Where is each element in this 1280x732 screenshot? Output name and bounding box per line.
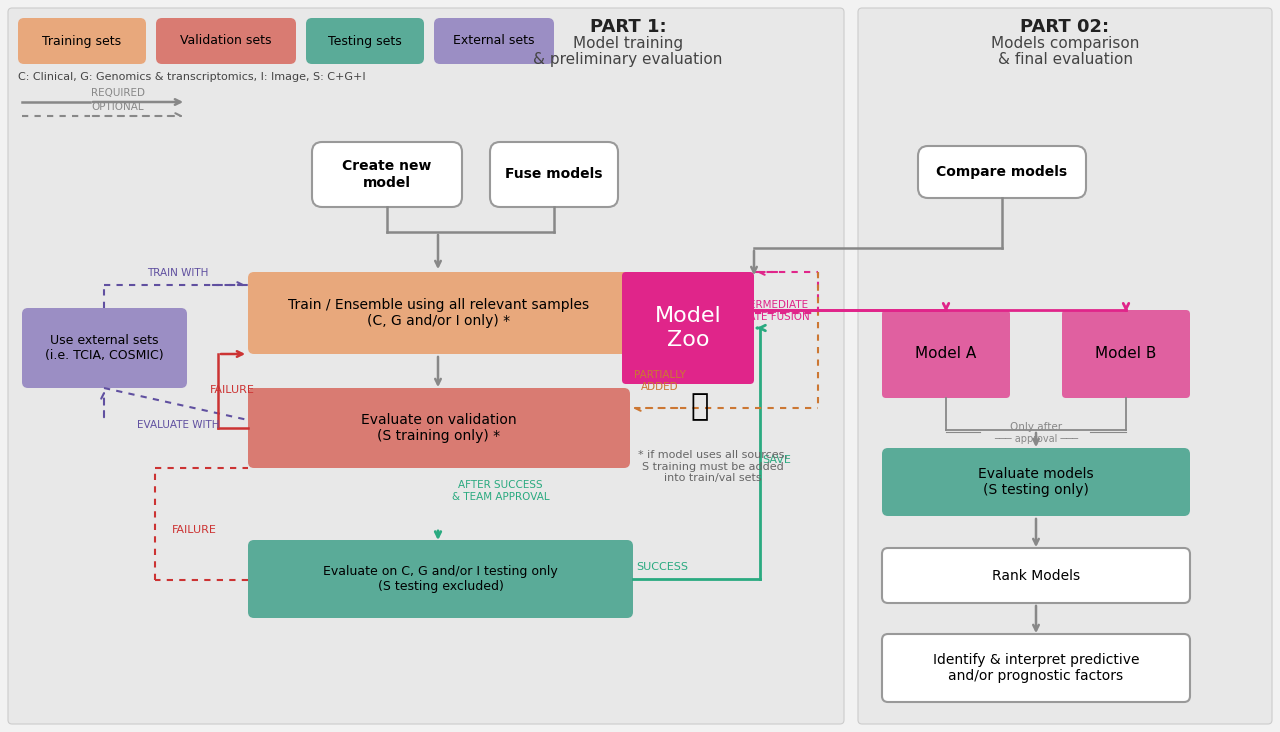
FancyBboxPatch shape [8, 8, 844, 724]
FancyBboxPatch shape [434, 18, 554, 64]
FancyBboxPatch shape [858, 8, 1272, 724]
Text: Evaluate on C, G and/or I testing only
(S testing excluded): Evaluate on C, G and/or I testing only (… [323, 565, 558, 593]
FancyBboxPatch shape [918, 146, 1085, 198]
Text: Evaluate models
(S testing only): Evaluate models (S testing only) [978, 467, 1094, 497]
Text: & preliminary evaluation: & preliminary evaluation [534, 52, 723, 67]
FancyBboxPatch shape [248, 388, 630, 468]
Text: Evaluate on validation
(S training only) *: Evaluate on validation (S training only)… [361, 413, 517, 443]
FancyBboxPatch shape [306, 18, 424, 64]
FancyBboxPatch shape [882, 634, 1190, 702]
Text: PART 1:: PART 1: [590, 18, 667, 36]
Text: Create new
model: Create new model [342, 160, 431, 190]
Text: Model training: Model training [573, 36, 684, 51]
FancyBboxPatch shape [248, 272, 630, 354]
FancyBboxPatch shape [248, 540, 634, 618]
FancyBboxPatch shape [1062, 310, 1190, 398]
Text: TRAIN WITH: TRAIN WITH [147, 268, 209, 278]
Text: Models comparison: Models comparison [991, 36, 1139, 51]
Text: Training sets: Training sets [42, 34, 122, 48]
Text: Only after: Only after [1010, 422, 1062, 432]
Text: AFTER SUCCESS
& TEAM APPROVAL: AFTER SUCCESS & TEAM APPROVAL [452, 480, 549, 501]
Text: Model
Zoo: Model Zoo [654, 307, 722, 350]
Text: PART 02:: PART 02: [1020, 18, 1110, 36]
Text: REQUIRED: REQUIRED [91, 88, 145, 98]
Text: C: Clinical, G: Genomics & transcriptomics, I: Image, S: C+G+I: C: Clinical, G: Genomics & transcriptomi… [18, 72, 366, 82]
Text: Use external sets
(i.e. TCIA, COSMIC): Use external sets (i.e. TCIA, COSMIC) [45, 334, 164, 362]
FancyBboxPatch shape [156, 18, 296, 64]
Text: OPTIONAL: OPTIONAL [92, 102, 145, 112]
Text: SUCCESS: SUCCESS [636, 562, 689, 572]
Text: Testing sets: Testing sets [328, 34, 402, 48]
FancyBboxPatch shape [882, 310, 1010, 398]
FancyBboxPatch shape [622, 272, 754, 384]
Text: & final evaluation: & final evaluation [997, 52, 1133, 67]
FancyBboxPatch shape [22, 308, 187, 388]
Text: Validation sets: Validation sets [180, 34, 271, 48]
Text: FAILURE: FAILURE [172, 525, 216, 535]
Text: * if model uses all sources,
S training must be added
into train/val sets: * if model uses all sources, S training … [637, 450, 788, 483]
Text: Rank Models: Rank Models [992, 569, 1080, 583]
FancyBboxPatch shape [312, 142, 462, 207]
FancyBboxPatch shape [18, 18, 146, 64]
Text: External sets: External sets [453, 34, 535, 48]
Text: FAILURE: FAILURE [210, 385, 255, 395]
Text: ─── approval ───: ─── approval ─── [995, 434, 1078, 444]
Text: PARTIALLY
ADDED: PARTIALLY ADDED [634, 370, 686, 392]
FancyBboxPatch shape [882, 448, 1190, 516]
Text: Train / Ensemble using all relevant samples
(C, G and/or I only) *: Train / Ensemble using all relevant samp… [288, 298, 590, 328]
Text: EVALUATE WITH: EVALUATE WITH [137, 420, 219, 430]
Text: Model B: Model B [1096, 346, 1157, 362]
FancyBboxPatch shape [882, 548, 1190, 603]
Text: Model A: Model A [915, 346, 977, 362]
Text: Identify & interpret predictive
and/or prognostic factors: Identify & interpret predictive and/or p… [933, 653, 1139, 683]
Text: INTERMEDIATE
& LATE FUSION: INTERMEDIATE & LATE FUSION [731, 300, 809, 321]
Text: 🔒: 🔒 [691, 392, 709, 421]
FancyBboxPatch shape [490, 142, 618, 207]
Text: Fuse models: Fuse models [506, 168, 603, 182]
Text: Compare models: Compare models [937, 165, 1068, 179]
Text: SAVE: SAVE [762, 455, 791, 465]
